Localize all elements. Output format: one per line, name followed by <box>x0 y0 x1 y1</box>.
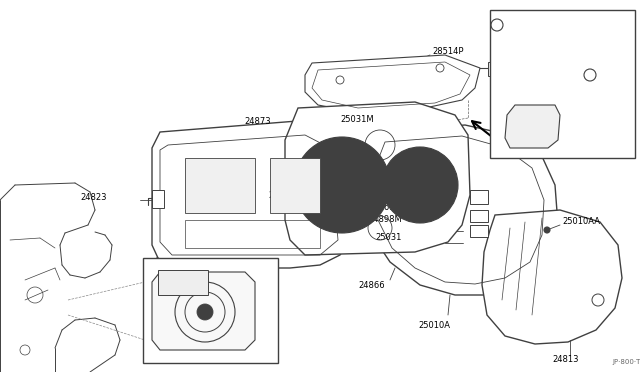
Text: ®08566-6122A: ®08566-6122A <box>508 23 573 32</box>
Text: 25031: 25031 <box>375 234 401 243</box>
Text: 24860X: 24860X <box>215 269 244 278</box>
Text: 24823: 24823 <box>80 193 106 202</box>
Polygon shape <box>305 55 480 112</box>
Polygon shape <box>152 120 350 268</box>
Polygon shape <box>505 105 560 148</box>
Polygon shape <box>368 125 558 295</box>
Text: 25038N: 25038N <box>509 151 541 160</box>
Polygon shape <box>482 210 622 344</box>
Bar <box>143 258 278 363</box>
Text: 24869B: 24869B <box>368 203 401 212</box>
Bar <box>152 190 164 208</box>
Text: (I): (I) <box>520 33 529 42</box>
Bar <box>490 10 635 158</box>
Bar <box>470 190 488 204</box>
Text: 25010A: 25010A <box>418 321 450 330</box>
Circle shape <box>382 147 458 223</box>
Bar <box>470 225 488 237</box>
Text: 25010AA: 25010AA <box>562 218 600 227</box>
Text: 25810: 25810 <box>155 250 181 260</box>
Text: 24873: 24873 <box>244 118 271 126</box>
Text: 24871: 24871 <box>268 190 294 199</box>
Text: 28514P: 28514P <box>432 48 463 57</box>
Text: 24950N: 24950N <box>360 186 392 195</box>
Bar <box>270 158 320 213</box>
Bar <box>185 158 255 213</box>
Text: 24898M: 24898M <box>368 215 402 224</box>
Text: JP·800·T: JP·800·T <box>612 359 640 365</box>
Bar <box>185 220 320 248</box>
Circle shape <box>294 137 390 233</box>
Circle shape <box>544 227 550 233</box>
Polygon shape <box>152 272 255 350</box>
Bar <box>158 270 208 295</box>
Circle shape <box>197 304 213 320</box>
Bar <box>488 62 498 76</box>
Text: FRONT: FRONT <box>498 118 529 126</box>
Bar <box>470 210 488 222</box>
Text: 25031M: 25031M <box>340 115 374 125</box>
Text: 24813: 24813 <box>552 356 579 365</box>
Polygon shape <box>285 102 470 255</box>
Text: S: S <box>495 22 499 28</box>
Text: 24866: 24866 <box>358 280 385 289</box>
